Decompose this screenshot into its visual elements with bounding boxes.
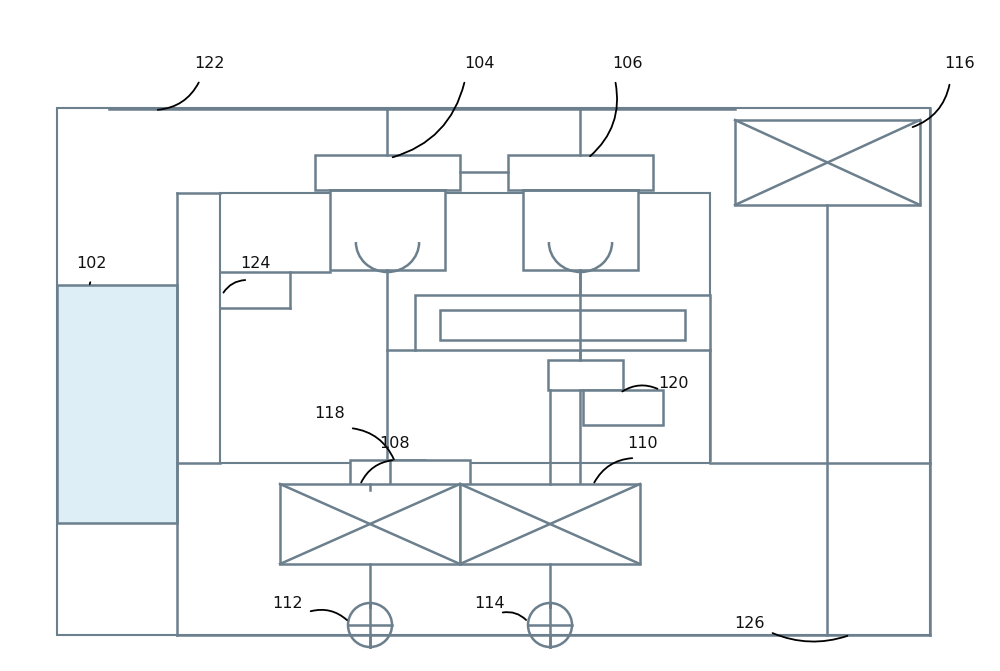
Bar (548, 360, 623, 390)
Text: 126: 126 (735, 616, 765, 631)
Text: 120: 120 (658, 376, 688, 391)
Text: 124: 124 (240, 256, 270, 271)
Bar (330, 190, 445, 270)
Text: 112: 112 (273, 596, 303, 611)
Text: 110: 110 (628, 436, 658, 451)
Bar (57, 108, 930, 635)
Text: 108: 108 (380, 436, 410, 451)
Bar (315, 155, 460, 190)
Text: 106: 106 (613, 56, 643, 71)
Bar (583, 390, 663, 425)
Text: 116: 116 (945, 56, 975, 71)
Text: 114: 114 (475, 596, 505, 611)
Bar (735, 120, 920, 205)
Text: 118: 118 (315, 406, 345, 421)
Text: 104: 104 (465, 56, 495, 71)
Bar (57, 285, 177, 523)
Bar (523, 190, 638, 270)
Text: 122: 122 (195, 56, 225, 71)
Bar (415, 295, 710, 350)
Bar (350, 460, 425, 490)
Text: 102: 102 (77, 256, 107, 271)
Bar (440, 310, 685, 340)
Bar (390, 460, 470, 495)
Bar (460, 484, 640, 564)
Bar (508, 155, 653, 190)
Bar (220, 193, 710, 463)
Bar (280, 484, 460, 564)
